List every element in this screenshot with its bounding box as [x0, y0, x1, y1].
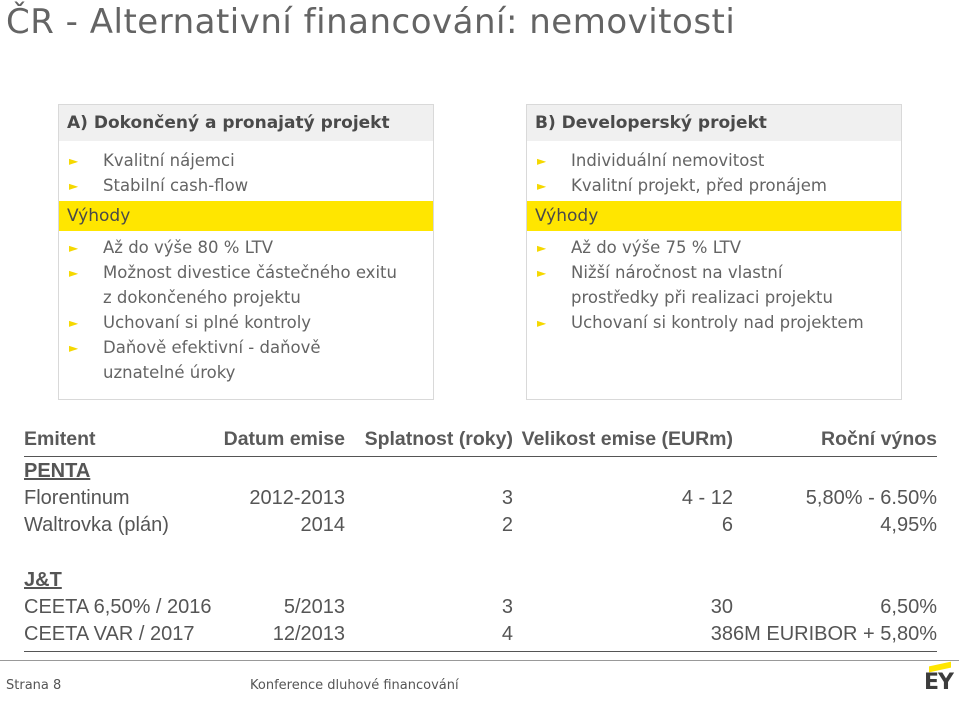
list-item: ► Kvalitní nájemci	[59, 148, 433, 173]
box-b-advantages-band: Výhody	[527, 201, 901, 231]
column-header: Datum emise	[223, 428, 345, 450]
box-a-advantages-band: Výhody	[59, 201, 433, 231]
column-header: Emitent	[24, 428, 96, 450]
box-b-heading: B) Developerský projekt	[527, 105, 901, 141]
box-developer-project: B) Developerský projekt ► Individuální ne…	[526, 104, 902, 400]
box-b-items: ► Individuální nemovitost ► Kvalitní proje…	[527, 141, 901, 198]
box-a-items: ► Kvalitní nájemci ► Stabilní cash-flow	[59, 141, 433, 198]
box-completed-project: A) Dokončený a pronajatý projekt ► Kvalit…	[58, 104, 434, 400]
column-header: Splatnost (roky)	[364, 428, 513, 450]
list-item: ► Až do výše 75 % LTV	[527, 235, 901, 260]
list-item: ► Uchovaní si kontroly nad projektem	[527, 310, 901, 335]
page-number: Strana 8	[6, 678, 62, 693]
conference-name: Konference dluhové financování	[250, 678, 459, 693]
triangle-bullet-icon: ►	[69, 241, 79, 255]
table-row: CEETA 6,50% / 2016 5/2013 3 30 6,50%	[24, 596, 937, 618]
page-title: ČR - Alternativní financování: nemovitos…	[6, 2, 736, 42]
table-header-row: Emitent Datum emise Splatnost (roky) Vel…	[24, 428, 937, 454]
triangle-bullet-icon: ►	[537, 179, 547, 193]
table-divider	[24, 456, 937, 457]
footer-divider	[0, 660, 959, 661]
triangle-bullet-icon: ►	[537, 266, 547, 280]
table-bottom-line	[24, 651, 937, 652]
group-label-jt: J&T	[24, 569, 62, 591]
list-item: ► Uchovaní si plné kontroly	[59, 310, 433, 335]
triangle-bullet-icon: ►	[69, 266, 79, 280]
table-row: Waltrovka (plán) 2014 2 6 4,95%	[24, 514, 937, 536]
box-a-advantages: ► Až do výše 80 % LTV ► Možnost divestice …	[59, 235, 433, 385]
table-row: Florentinum 2012-2013 3 4 - 12 5,80% - 6…	[24, 487, 937, 509]
triangle-bullet-icon: ►	[69, 179, 79, 193]
triangle-bullet-icon: ►	[537, 154, 547, 168]
list-item: ► Možnost divestice částečného exitu z do…	[69, 263, 397, 307]
triangle-bullet-icon: ►	[69, 341, 79, 355]
list-item: ► Daňově efektivní - daňově uznatelné úro…	[69, 338, 321, 382]
list-item: ► Až do výše 80 % LTV	[59, 235, 433, 260]
box-a-heading: A) Dokončený a pronajatý projekt	[59, 105, 433, 141]
triangle-bullet-icon: ►	[69, 154, 79, 168]
list-item: ► Nižší náročnost na vlastní prostředky p…	[537, 263, 833, 307]
column-header: Velikost emise (EURm)	[521, 428, 733, 450]
list-item: ► Individuální nemovitost	[527, 148, 901, 173]
group-label-penta: PENTA	[24, 460, 91, 482]
triangle-bullet-icon: ►	[69, 316, 79, 330]
column-header: Roční výnos	[821, 428, 937, 450]
ey-logo: EY	[924, 670, 954, 695]
list-item: ► Kvalitní projekt, před pronájem	[527, 173, 901, 198]
box-b-advantages: ► Až do výše 75 % LTV ► Nižší náročnost na…	[527, 235, 901, 335]
table-row: CEETA VAR / 2017 12/2013 4 38 6M EURIBOR…	[24, 623, 937, 645]
triangle-bullet-icon: ►	[537, 241, 547, 255]
triangle-bullet-icon: ►	[537, 316, 547, 330]
list-item: ► Stabilní cash-flow	[59, 173, 433, 198]
